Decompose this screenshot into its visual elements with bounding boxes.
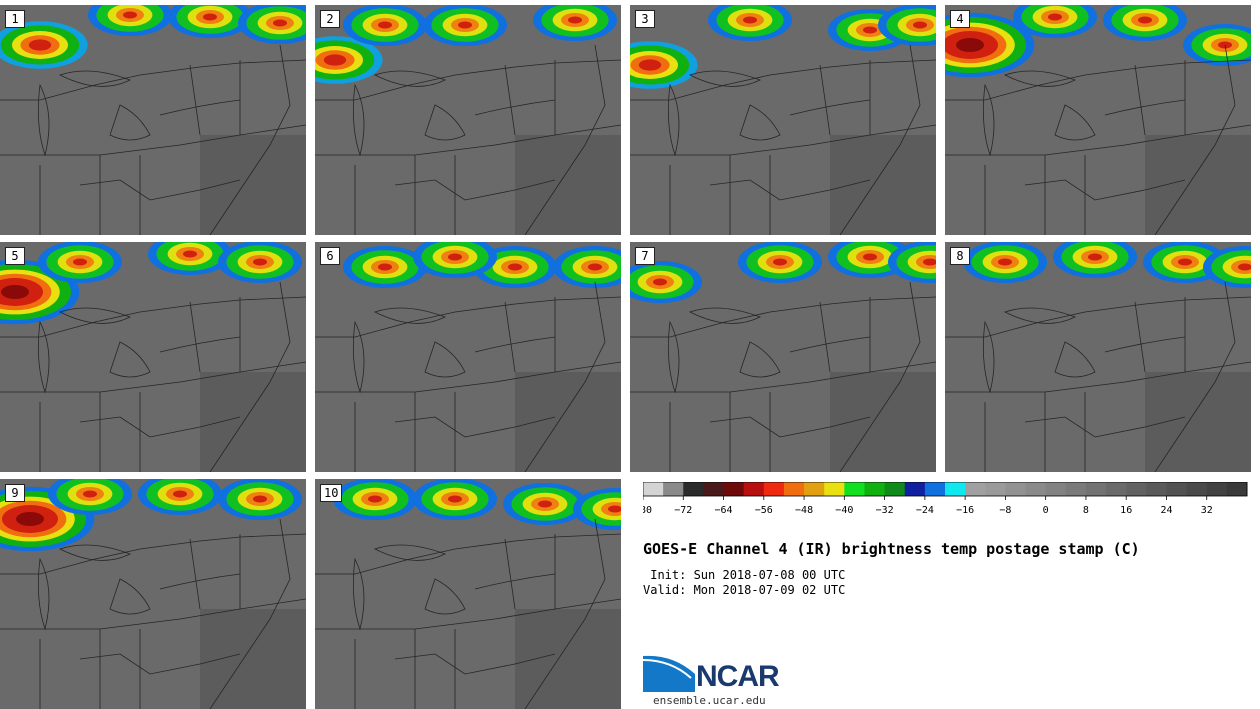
panel-number: 5: [5, 247, 25, 265]
colorbar-swatch: [683, 482, 704, 496]
panel-number: 9: [5, 484, 25, 502]
logo-swoosh: [643, 655, 695, 692]
colorbar-tick-label: 24: [1160, 505, 1172, 516]
colorbar-tick-label: −56: [755, 505, 773, 516]
colorbar-tick-label: −40: [835, 505, 853, 516]
ensemble-member-panel: 5: [0, 242, 306, 472]
panel-number: 4: [950, 10, 970, 28]
panel-number: 7: [635, 247, 655, 265]
colorbar-swatch: [864, 482, 886, 496]
colorbar-swatch: [844, 482, 865, 496]
colorbar-tick-label: −64: [715, 505, 733, 516]
colorbar-swatch: [1126, 482, 1147, 496]
site-url: ensemble.ucar.edu: [653, 694, 766, 707]
ir-map: [315, 479, 621, 709]
colorbar-swatch: [1065, 482, 1087, 496]
ir-map: [0, 242, 306, 472]
colorbar-swatch: [1226, 482, 1248, 496]
colorbar-swatch: [763, 482, 785, 496]
ir-map: [0, 479, 306, 709]
colorbar-tick-label: −48: [795, 505, 813, 516]
cold-cloud-tops: [0, 479, 302, 552]
valid-time: Valid: Mon 2018-07-09 02 UTC: [643, 583, 846, 597]
colorbar-swatch: [743, 482, 765, 496]
colorbar-swatch: [924, 482, 946, 496]
ensemble-member-panel: 1: [0, 5, 306, 235]
colorbar-swatch: [904, 482, 926, 496]
ensemble-member-panel: 10: [315, 479, 621, 709]
ir-map: [315, 242, 621, 472]
cold-cloud-tops: [343, 242, 621, 288]
ncar-logo: [643, 655, 695, 692]
ensemble-member-panel: 2: [315, 5, 621, 235]
colorbar-swatch: [1045, 482, 1067, 496]
colorbar-swatch: [1025, 482, 1047, 496]
ir-map: [630, 242, 936, 472]
colorbar-tick-label: −8: [999, 505, 1011, 516]
colorbar-swatch: [1106, 482, 1127, 496]
colorbar-swatch: [985, 482, 1006, 496]
colorbar-tick-label: 32: [1201, 505, 1213, 516]
panel-number: 3: [635, 10, 655, 28]
colorbar-swatch: [824, 482, 845, 496]
colorbar-tick-label: −32: [876, 505, 894, 516]
colorbar-swatch: [965, 482, 986, 496]
cold-cloud-tops: [0, 242, 302, 325]
colorbar-swatch: [643, 482, 664, 496]
ir-map: [0, 5, 306, 235]
colorbar-tick-label: 0: [1043, 505, 1049, 516]
figure-title: GOES-E Channel 4 (IR) brightness temp po…: [643, 540, 1140, 558]
colorbar-tick-label: −72: [674, 505, 692, 516]
cold-cloud-tops: [963, 242, 1251, 288]
ensemble-member-panel: 6: [315, 242, 621, 472]
colorbar-tick-label: 8: [1083, 505, 1089, 516]
cold-cloud-tops: [315, 5, 617, 84]
colorbar-swatch: [1186, 482, 1208, 496]
colorbar-swatch: [945, 482, 966, 496]
init-time: Init: Sun 2018-07-08 00 UTC: [643, 568, 846, 582]
ir-map: [315, 5, 621, 235]
cold-cloud-tops: [630, 242, 936, 303]
ir-map: [945, 242, 1251, 472]
ensemble-member-panel: 7: [630, 242, 936, 472]
ensemble-member-panel: 4: [945, 5, 1251, 235]
ir-map: [945, 5, 1251, 235]
ensemble-member-panel: 3: [630, 5, 936, 235]
ensemble-member-panel: 8: [945, 242, 1251, 472]
colorbar-swatch: [723, 482, 745, 496]
colorbar-swatch: [1005, 482, 1027, 496]
ir-map: [630, 5, 936, 235]
cold-cloud-tops: [945, 5, 1251, 78]
logo-swoosh-highlight: [643, 659, 692, 679]
panel-number: 6: [320, 247, 340, 265]
colorbar-tick-label: −24: [916, 505, 934, 516]
colorbar-swatch: [703, 482, 725, 496]
colorbar-tick-label: 16: [1120, 505, 1132, 516]
colorbar-swatch: [884, 482, 906, 496]
panel-number: 2: [320, 10, 340, 28]
panel-number: 1: [5, 10, 25, 28]
cold-cloud-tops: [0, 5, 306, 69]
colorbar-swatch: [1166, 482, 1188, 496]
cold-cloud-tops: [630, 5, 936, 89]
colorbar-tick-label: −80: [643, 505, 652, 516]
cold-cloud-tops: [333, 479, 621, 530]
panel-number: 8: [950, 247, 970, 265]
colorbar-border: [643, 482, 1248, 497]
panel-number: 10: [320, 484, 343, 502]
colorbar-swatch: [1085, 482, 1107, 496]
colorbar-swatch: [783, 482, 805, 496]
colorbar-swatch: [1206, 482, 1228, 496]
colorbar-tick-label: −16: [956, 505, 974, 516]
colorbar-swatch: [663, 482, 684, 496]
logo-text: NCAR: [696, 660, 780, 693]
ensemble-member-panel: 9: [0, 479, 306, 709]
colorbar-swatch: [804, 482, 825, 496]
colorbar-swatch: [1146, 482, 1167, 496]
